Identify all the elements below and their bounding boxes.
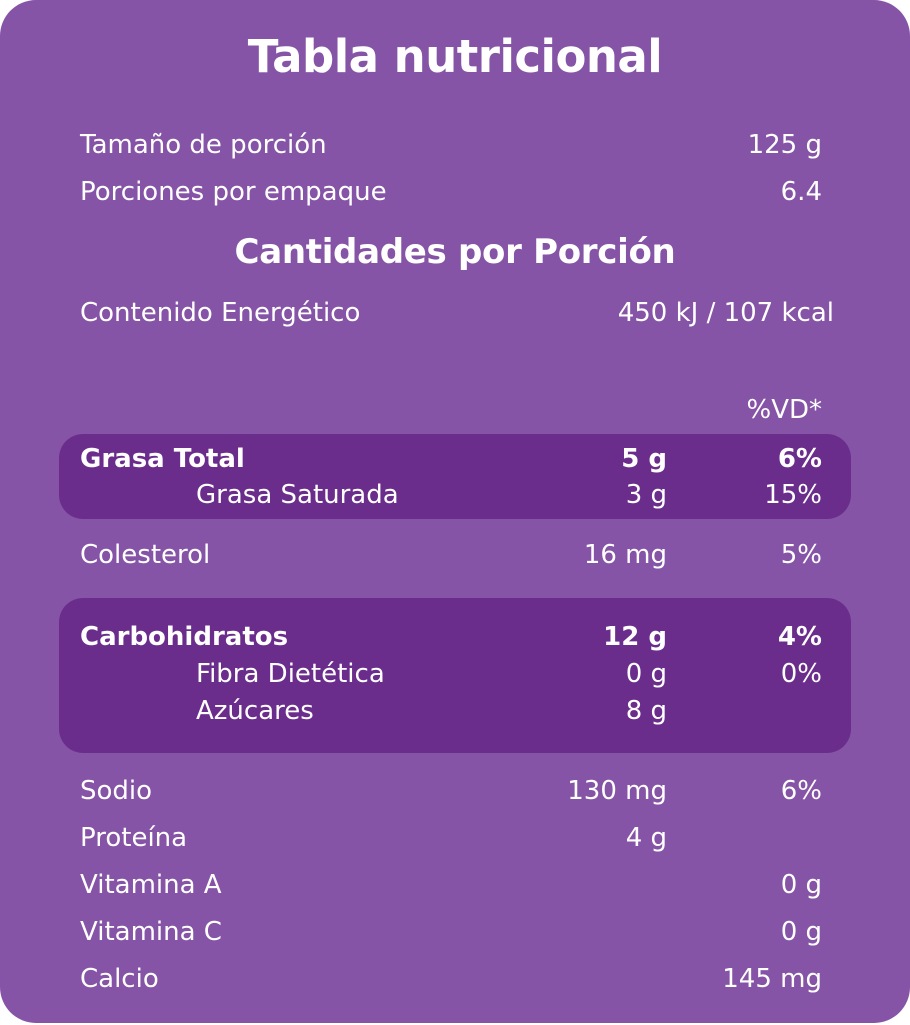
vitamin-c-label: Vitamina C [80, 917, 222, 947]
sodium-row: Sodio 130 mg 6% [0, 773, 910, 809]
fat-total-row: Grasa Total 5 g 6% [0, 441, 910, 477]
dv-header: %VD* [746, 395, 822, 425]
servings-per-pack-row: Porciones por empaque 6.4 [0, 174, 910, 210]
carbs-total-dv: 4% [777, 622, 822, 652]
carbs-sugars-row: Azúcares 8 g [0, 693, 910, 729]
serving-size-label: Tamaño de porción [80, 130, 327, 160]
protein-label: Proteína [80, 823, 188, 853]
calcium-value: 145 mg [722, 964, 822, 994]
cholesterol-label: Colesterol [80, 540, 211, 570]
carbs-sugars-amount: 8 g [625, 696, 667, 726]
cholesterol-amount: 16 mg [583, 540, 667, 570]
carbs-fiber-label: Fibra Dietética [196, 659, 385, 689]
servings-per-pack-value: 6.4 [780, 177, 822, 207]
serving-size-value: 125 g [747, 130, 822, 160]
sodium-label: Sodio [80, 776, 153, 806]
carbs-total-amount: 12 g [603, 622, 667, 652]
carbs-sugars-label: Azúcares [196, 696, 314, 726]
calcium-row: Calcio 145 mg [0, 961, 910, 997]
fat-saturated-amount: 3 g [625, 480, 667, 510]
carbs-fiber-dv: 0% [780, 659, 822, 689]
vitamin-a-label: Vitamina A [80, 870, 222, 900]
protein-amount: 4 g [625, 823, 667, 853]
dv-header-row: %VD* [0, 392, 910, 428]
calcium-label: Calcio [80, 964, 159, 994]
vitamin-a-row: Vitamina A 0 g [0, 867, 910, 903]
fat-saturated-row: Grasa Saturada 3 g 15% [0, 477, 910, 513]
protein-row: Proteína 4 g [0, 820, 910, 856]
vitamin-c-row: Vitamina C 0 g [0, 914, 910, 950]
fat-total-label: Grasa Total [80, 444, 245, 474]
fat-highlight-box [59, 434, 851, 519]
sodium-amount: 130 mg [567, 776, 667, 806]
carbs-fiber-amount: 0 g [625, 659, 667, 689]
vitamin-a-value: 0 g [780, 870, 822, 900]
servings-per-pack-label: Porciones por empaque [80, 177, 387, 207]
table-title: Tabla nutricional [247, 30, 663, 83]
serving-size-row: Tamaño de porción 125 g [0, 127, 910, 163]
sodium-dv: 6% [780, 776, 822, 806]
cholesterol-dv: 5% [780, 540, 822, 570]
energy-value: 450 kJ / 107 kcal [617, 298, 834, 328]
energy-label: Contenido Energético [80, 298, 361, 328]
carbs-total-row: Carbohidratos 12 g 4% [0, 619, 910, 655]
section-title: Cantidades por Porción [234, 232, 676, 272]
fat-saturated-label: Grasa Saturada [196, 480, 399, 510]
fat-total-dv: 6% [777, 444, 822, 474]
carbs-total-label: Carbohidratos [80, 622, 289, 652]
carbs-highlight-box [59, 598, 851, 753]
fat-saturated-dv: 15% [764, 480, 822, 510]
carbs-fiber-row: Fibra Dietética 0 g 0% [0, 656, 910, 692]
energy-row: Contenido Energético 450 kJ / 107 kcal [0, 295, 910, 331]
vitamin-c-value: 0 g [780, 917, 822, 947]
cholesterol-row: Colesterol 16 mg 5% [0, 537, 910, 573]
fat-total-amount: 5 g [621, 444, 667, 474]
